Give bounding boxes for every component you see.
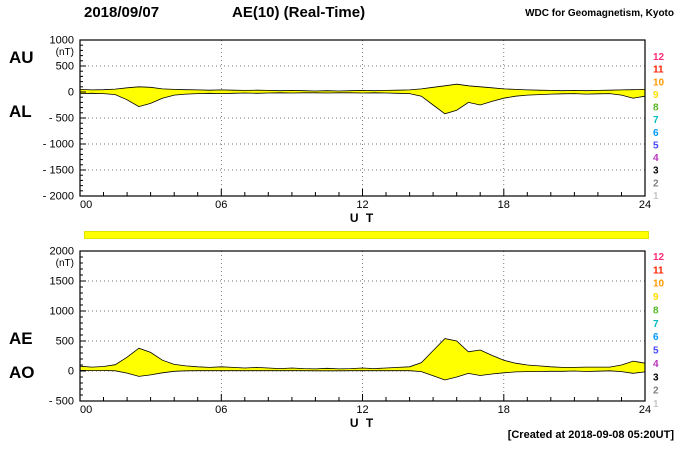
station-count-8: 8 xyxy=(653,103,659,114)
station-count-9: 9 xyxy=(653,292,659,303)
label-al: AL xyxy=(9,102,32,121)
station-count-5: 5 xyxy=(653,141,659,152)
station-count-3: 3 xyxy=(653,166,659,177)
label-ao: AO xyxy=(9,363,35,382)
x-tick-label: 06 xyxy=(215,404,227,416)
data-source-label: WDC for Geomagnetism, Kyoto xyxy=(525,8,674,19)
y-axis-unit: (nT) xyxy=(56,47,74,58)
x-tick-label: 24 xyxy=(639,404,651,416)
series-fill-al xyxy=(80,92,645,114)
y-axis-unit: (nT) xyxy=(56,258,74,269)
x-tick-label: 00 xyxy=(80,199,92,211)
x-tick-label: 00 xyxy=(80,404,92,416)
x-axis-label: U T xyxy=(350,211,375,225)
station-availability-bar xyxy=(84,231,649,239)
station-count-10: 10 xyxy=(653,279,665,290)
y-tick-label: - 1500 xyxy=(43,165,74,177)
plot-border xyxy=(79,250,646,402)
station-count-5: 5 xyxy=(653,346,659,357)
y-tick-label: - 500 xyxy=(49,396,74,408)
station-count-2: 2 xyxy=(653,178,659,189)
y-tick-label: - 1000 xyxy=(43,139,74,151)
y-tick-label: - 500 xyxy=(49,113,74,125)
series-fill-ae xyxy=(80,338,645,371)
label-ae: AE xyxy=(9,329,33,348)
y-tick-label: 500 xyxy=(56,336,74,348)
station-count-1: 1 xyxy=(653,399,659,410)
x-tick-label: 18 xyxy=(498,199,510,211)
x-tick-label: 18 xyxy=(498,404,510,416)
created-timestamp: [Created at 2018-09-08 05:20UT] xyxy=(507,429,674,441)
series-line-ao xyxy=(79,370,646,381)
station-count-7: 7 xyxy=(653,319,659,330)
x-axis-label: U T xyxy=(350,416,375,430)
station-count-2: 2 xyxy=(653,386,659,397)
station-count-12: 12 xyxy=(653,52,665,63)
y-tick-label: 2000 xyxy=(50,246,74,258)
station-count-8: 8 xyxy=(653,306,659,317)
series-line-al xyxy=(79,92,646,115)
station-count-1: 1 xyxy=(653,191,659,202)
y-tick-label: 1500 xyxy=(50,276,74,288)
x-tick-label: 24 xyxy=(639,199,651,211)
y-tick-label: 1000 xyxy=(50,306,74,318)
y-tick-label: 500 xyxy=(56,61,74,73)
plot-title: AE(10) (Real-Time) xyxy=(232,4,366,21)
station-count-3: 3 xyxy=(653,372,659,383)
y-tick-label: - 2000 xyxy=(43,191,74,203)
series-line-ae xyxy=(79,338,646,370)
station-count-4: 4 xyxy=(653,153,659,164)
station-count-6: 6 xyxy=(653,332,659,343)
station-count-9: 9 xyxy=(653,90,659,101)
station-count-10: 10 xyxy=(653,77,665,88)
y-tick-label: 1000 xyxy=(50,35,74,47)
station-count-11: 11 xyxy=(653,65,664,76)
x-tick-label: 12 xyxy=(356,199,368,211)
station-count-7: 7 xyxy=(653,115,659,126)
station-count-6: 6 xyxy=(653,128,659,139)
label-au: AU xyxy=(9,48,34,67)
station-count-4: 4 xyxy=(653,359,659,370)
x-tick-label: 06 xyxy=(215,199,227,211)
plot-date: 2018/09/07 xyxy=(84,4,160,21)
y-tick-label: 0 xyxy=(68,87,74,99)
station-count-11: 11 xyxy=(653,265,664,276)
x-tick-label: 12 xyxy=(356,404,368,416)
y-tick-label: 0 xyxy=(68,366,74,378)
station-count-12: 12 xyxy=(653,252,665,263)
series-line-au xyxy=(79,83,646,92)
